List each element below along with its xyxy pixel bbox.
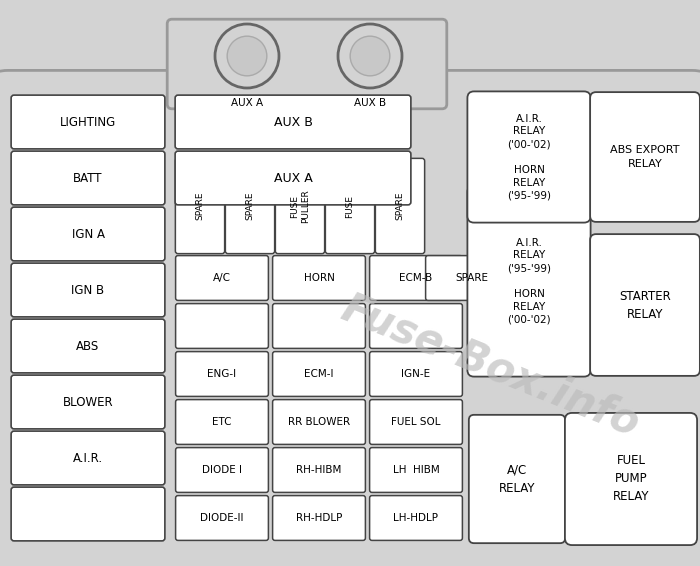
Circle shape bbox=[228, 36, 267, 76]
FancyBboxPatch shape bbox=[469, 415, 565, 543]
Text: IGN B: IGN B bbox=[71, 284, 104, 297]
FancyBboxPatch shape bbox=[176, 303, 268, 349]
Text: FUEL
PUMP
RELAY: FUEL PUMP RELAY bbox=[612, 454, 650, 504]
FancyBboxPatch shape bbox=[11, 263, 165, 317]
Text: RH-HIBM: RH-HIBM bbox=[296, 465, 342, 475]
Text: HORN: HORN bbox=[304, 273, 335, 283]
FancyBboxPatch shape bbox=[590, 234, 700, 376]
FancyBboxPatch shape bbox=[370, 448, 463, 492]
FancyBboxPatch shape bbox=[0, 70, 700, 566]
Text: AUX A: AUX A bbox=[274, 171, 312, 185]
FancyBboxPatch shape bbox=[370, 351, 463, 396]
Text: IGN A: IGN A bbox=[71, 228, 104, 241]
FancyBboxPatch shape bbox=[176, 496, 268, 541]
Text: DIODE I: DIODE I bbox=[202, 465, 242, 475]
Text: ENG-I: ENG-I bbox=[207, 369, 237, 379]
FancyBboxPatch shape bbox=[326, 158, 374, 254]
Text: SPARE: SPARE bbox=[246, 192, 255, 220]
Circle shape bbox=[338, 24, 402, 88]
FancyBboxPatch shape bbox=[176, 256, 268, 301]
FancyBboxPatch shape bbox=[11, 95, 165, 149]
FancyBboxPatch shape bbox=[590, 92, 700, 222]
Text: LIGHTING: LIGHTING bbox=[60, 115, 116, 128]
FancyBboxPatch shape bbox=[370, 303, 463, 349]
Text: A.I.R.: A.I.R. bbox=[73, 452, 103, 465]
Text: ECM-I: ECM-I bbox=[304, 369, 334, 379]
FancyBboxPatch shape bbox=[272, 400, 365, 444]
FancyBboxPatch shape bbox=[272, 496, 365, 541]
Text: ABS: ABS bbox=[76, 340, 99, 353]
Text: SPARE: SPARE bbox=[195, 192, 204, 220]
Text: RH-HDLP: RH-HDLP bbox=[296, 513, 342, 523]
Text: FUSE: FUSE bbox=[346, 195, 354, 217]
Text: A.I.R.
RELAY
('95-'99)

HORN
RELAY
('00-'02): A.I.R. RELAY ('95-'99) HORN RELAY ('00-'… bbox=[507, 238, 551, 324]
FancyBboxPatch shape bbox=[11, 487, 165, 541]
Circle shape bbox=[350, 36, 390, 76]
Text: FUSE
PULLER: FUSE PULLER bbox=[290, 189, 309, 223]
FancyBboxPatch shape bbox=[275, 158, 325, 254]
Text: RR BLOWER: RR BLOWER bbox=[288, 417, 350, 427]
FancyBboxPatch shape bbox=[370, 400, 463, 444]
FancyBboxPatch shape bbox=[468, 186, 591, 376]
Text: SPARE: SPARE bbox=[395, 192, 405, 220]
Text: AUX B: AUX B bbox=[274, 115, 312, 128]
FancyBboxPatch shape bbox=[272, 303, 365, 349]
Text: ECM-B: ECM-B bbox=[400, 273, 433, 283]
Text: A.I.R.
RELAY
('00-'02)

HORN
RELAY
('95-'99): A.I.R. RELAY ('00-'02) HORN RELAY ('95-'… bbox=[507, 114, 551, 200]
Circle shape bbox=[215, 24, 279, 88]
Text: Fuse-Box.info: Fuse-Box.info bbox=[335, 287, 645, 445]
FancyBboxPatch shape bbox=[167, 19, 447, 109]
FancyBboxPatch shape bbox=[272, 351, 365, 396]
FancyBboxPatch shape bbox=[272, 448, 365, 492]
FancyBboxPatch shape bbox=[11, 207, 165, 261]
Text: IGN-E: IGN-E bbox=[401, 369, 430, 379]
FancyBboxPatch shape bbox=[11, 151, 165, 205]
Text: A/C
RELAY: A/C RELAY bbox=[498, 464, 536, 495]
Text: FUEL SOL: FUEL SOL bbox=[391, 417, 441, 427]
Text: LH  HIBM: LH HIBM bbox=[393, 465, 440, 475]
FancyBboxPatch shape bbox=[565, 413, 697, 545]
FancyBboxPatch shape bbox=[176, 448, 268, 492]
Text: AUX B: AUX B bbox=[354, 98, 386, 108]
Text: SPARE: SPARE bbox=[456, 273, 489, 283]
Text: LH-HDLP: LH-HDLP bbox=[393, 513, 438, 523]
FancyBboxPatch shape bbox=[11, 375, 165, 429]
FancyBboxPatch shape bbox=[11, 319, 165, 373]
FancyBboxPatch shape bbox=[175, 151, 411, 205]
FancyBboxPatch shape bbox=[225, 158, 274, 254]
Text: AUX A: AUX A bbox=[231, 98, 263, 108]
Text: DIODE-II: DIODE-II bbox=[200, 513, 244, 523]
Text: BATT: BATT bbox=[74, 171, 103, 185]
FancyBboxPatch shape bbox=[176, 158, 225, 254]
FancyBboxPatch shape bbox=[468, 91, 591, 222]
FancyBboxPatch shape bbox=[176, 351, 268, 396]
FancyBboxPatch shape bbox=[426, 256, 519, 301]
Text: A/C: A/C bbox=[213, 273, 231, 283]
FancyBboxPatch shape bbox=[175, 95, 411, 149]
Text: STARTER
RELAY: STARTER RELAY bbox=[619, 289, 671, 320]
Text: ETC: ETC bbox=[212, 417, 232, 427]
FancyBboxPatch shape bbox=[11, 431, 165, 485]
FancyBboxPatch shape bbox=[176, 400, 268, 444]
Text: BLOWER: BLOWER bbox=[63, 396, 113, 409]
FancyBboxPatch shape bbox=[375, 158, 425, 254]
FancyBboxPatch shape bbox=[272, 256, 365, 301]
Text: ABS EXPORT
RELAY: ABS EXPORT RELAY bbox=[610, 145, 680, 169]
FancyBboxPatch shape bbox=[370, 256, 463, 301]
FancyBboxPatch shape bbox=[370, 496, 463, 541]
